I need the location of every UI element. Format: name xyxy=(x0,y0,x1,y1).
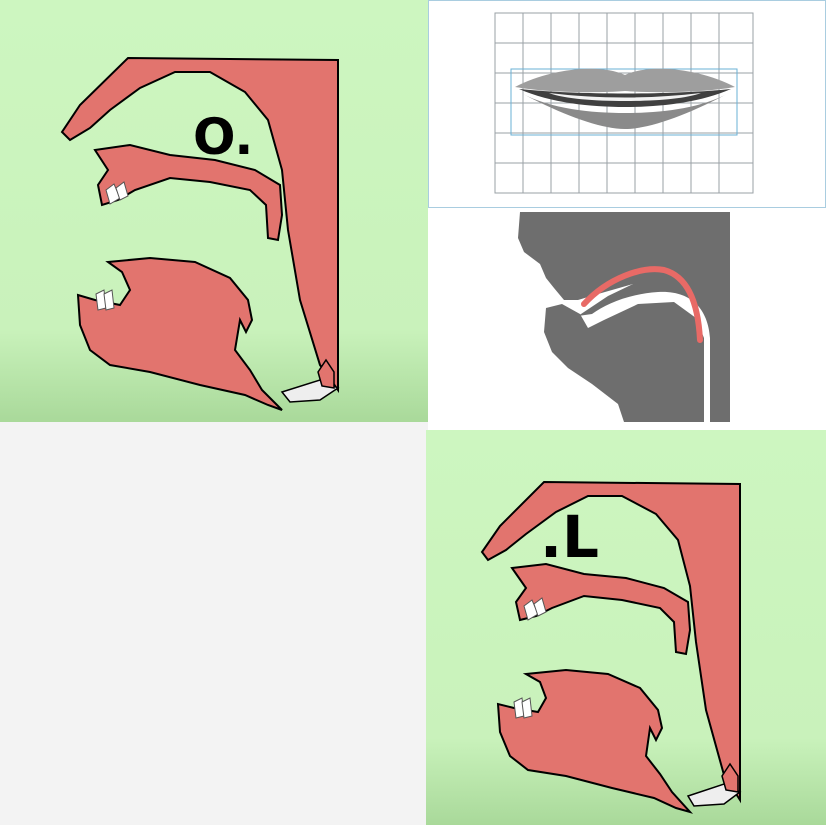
upper-teeth xyxy=(533,597,547,617)
upper-teeth xyxy=(115,181,129,201)
hard-palate xyxy=(510,562,692,656)
tongue-contour-line xyxy=(581,266,703,343)
head-profile xyxy=(518,212,730,422)
tongue xyxy=(496,668,694,814)
empty-panel xyxy=(0,422,428,825)
consonant-symbol-label: .L xyxy=(540,503,599,571)
epiglottis xyxy=(721,762,739,793)
lower-teeth xyxy=(103,289,115,311)
lip-shape-panel xyxy=(428,0,826,208)
head-profile-diagram xyxy=(518,212,730,422)
jaw-profile xyxy=(544,302,704,422)
sagittal-section-consonant xyxy=(426,430,826,825)
lip-bounding-guide xyxy=(510,68,738,136)
lip-grid-diagram xyxy=(494,12,754,194)
vowel-symbol-label: O. xyxy=(193,108,254,166)
lower-teeth xyxy=(521,697,533,719)
tongue xyxy=(76,256,283,411)
sagittal-section-vowel xyxy=(0,0,428,422)
vowel-diagram-panel: O. xyxy=(0,0,428,422)
hard-palate xyxy=(93,143,284,242)
epiglottis xyxy=(317,358,335,389)
upper-lip xyxy=(515,68,735,93)
lower-lip xyxy=(521,93,729,129)
teeth xyxy=(549,93,701,101)
reference-grid xyxy=(494,12,754,194)
tongue-position-panel xyxy=(428,208,826,430)
consonant-diagram-panel xyxy=(426,430,826,825)
